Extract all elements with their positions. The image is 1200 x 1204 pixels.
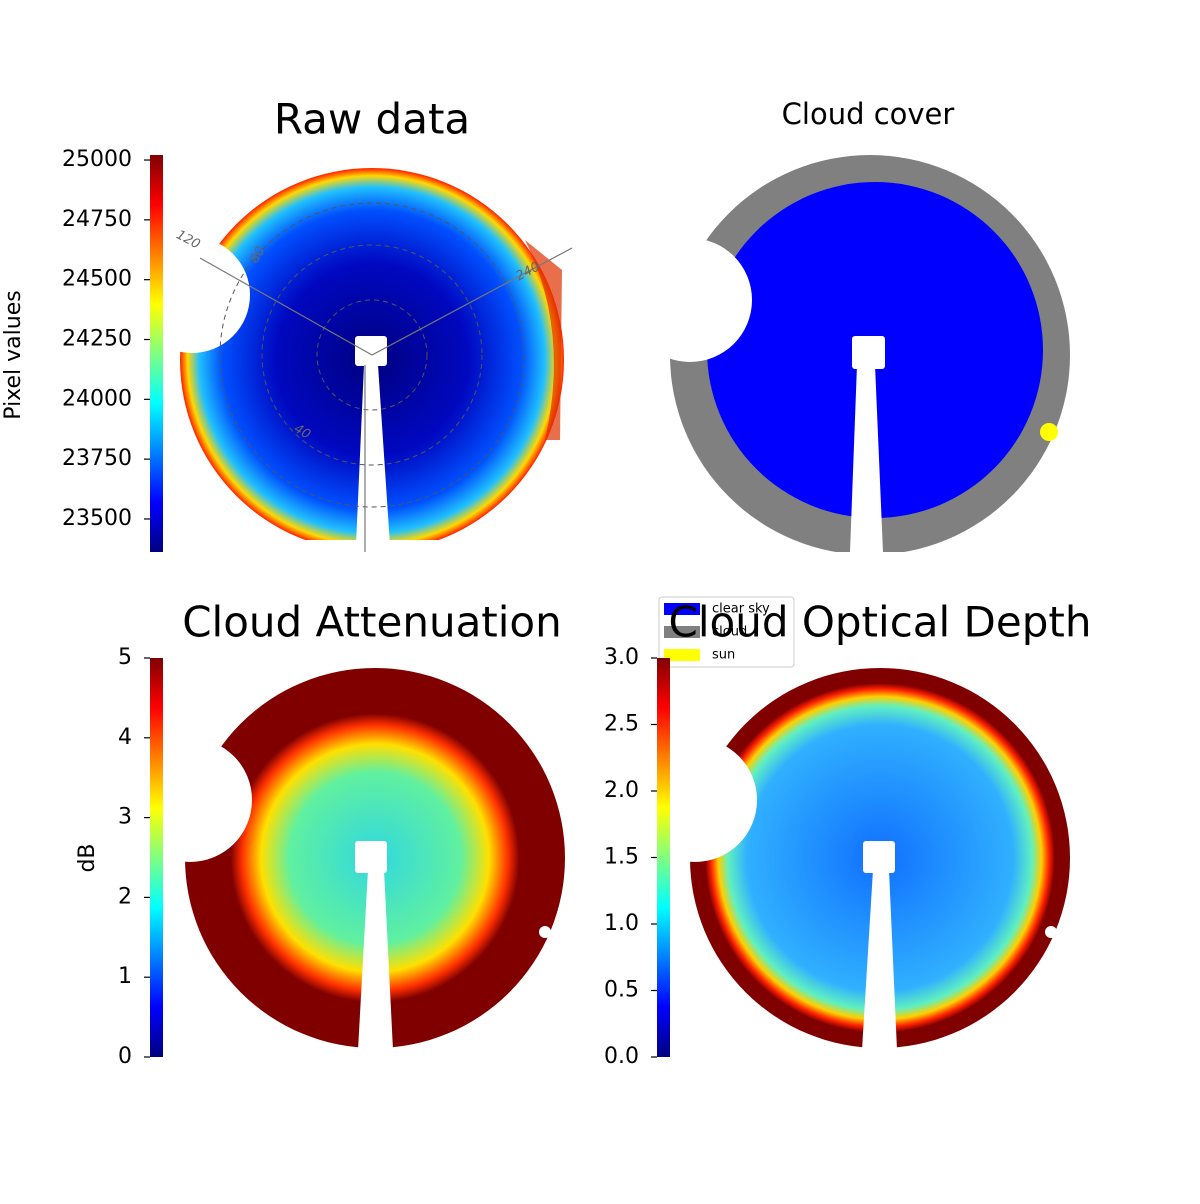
legend-patch [664, 603, 700, 615]
colorbar [150, 155, 163, 552]
legend-patch [664, 649, 700, 661]
panel-title: Cloud cover [782, 97, 955, 131]
colorbar-label: Pixel values [1, 290, 26, 419]
colorbar-tick-label: 25000 [62, 147, 132, 172]
colorbar-tick-label: 2.5 [604, 712, 639, 737]
colorbar-tick-label: 24250 [62, 327, 132, 352]
colorbar-tick-label: 0.5 [604, 978, 639, 1003]
colorbar-tick-label: 24750 [62, 207, 132, 232]
colorbar-tick-label: 3 [118, 805, 132, 830]
legend-label: clear sky [712, 602, 770, 617]
raw-image [134, 168, 600, 570]
colorbar-tick-label: 3.0 [604, 645, 639, 670]
colorbar-tick-label: 4 [118, 725, 132, 750]
colorbar-tick-label: 0 [118, 1044, 132, 1069]
colorbar-tick-label: 1 [118, 964, 132, 989]
colorbar-tick-label: 5 [118, 645, 132, 670]
legend-label: sun [712, 648, 735, 663]
legend-label: cloud [712, 625, 747, 640]
colorbar-tick-label: 0.0 [604, 1044, 639, 1069]
colorbar [150, 658, 163, 1057]
panel-title: Cloud Attenuation [182, 598, 562, 647]
colorbar [657, 658, 670, 1057]
cod-image [633, 668, 1105, 1078]
colorbar-tick-label: 1.5 [604, 845, 639, 870]
polar-label: 80 [247, 244, 268, 266]
colorbar-tick-label: 2 [118, 884, 132, 909]
colorbar-tick-label: 2.0 [604, 778, 639, 803]
colorbar-tick-label: 24500 [62, 267, 132, 292]
legend-patch [664, 626, 700, 638]
colorbar-tick-label: 24000 [62, 386, 132, 411]
colorbar-tick-label: 23750 [62, 446, 132, 471]
panel-title: Raw data [274, 95, 470, 144]
colorbar-tick-label: 23500 [62, 506, 132, 531]
polar-label: 40 [291, 421, 313, 442]
attenuation-image [128, 668, 600, 1078]
cloud-image [628, 155, 1100, 582]
colorbar-label: dB [75, 843, 100, 872]
colorbar-tick-label: 1.0 [604, 911, 639, 936]
panel-title: Cloud Optical Depth [669, 598, 1092, 647]
